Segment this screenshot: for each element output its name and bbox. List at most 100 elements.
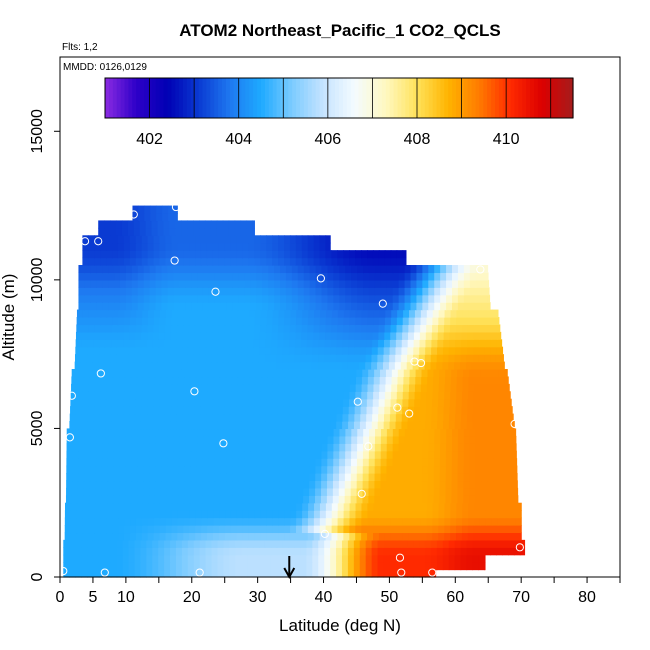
heatmap-cell (484, 413, 492, 422)
heatmap-cell (485, 525, 493, 534)
heatmap-cell (193, 361, 200, 370)
heatmap-cell (452, 435, 459, 444)
heatmap-cell (348, 406, 356, 415)
heatmap-cell (188, 406, 196, 415)
x-tick-label: 5 (88, 589, 97, 606)
heatmap-cell (147, 324, 154, 333)
heatmap-cell (142, 502, 149, 511)
heatmap-cell (509, 502, 517, 511)
heatmap-cell (249, 487, 257, 496)
heatmap-cell (149, 272, 157, 281)
heatmap-cell (331, 398, 338, 407)
heatmap-cell (420, 517, 428, 526)
heatmap-cell (301, 317, 309, 326)
colorbar-swatch (350, 78, 356, 118)
heatmap-cell (171, 235, 178, 244)
heatmap-cell (336, 339, 344, 348)
heatmap-cell (90, 265, 97, 274)
colorbar-swatch (413, 78, 418, 118)
heatmap-cell (119, 265, 127, 274)
heatmap-cell (219, 517, 226, 526)
heatmap-cell (89, 369, 97, 378)
heatmap-cell (158, 354, 165, 363)
heatmap-cell (173, 458, 180, 467)
heatmap-cell (214, 265, 222, 274)
heatmap-cell (331, 309, 339, 318)
heatmap-cell (66, 443, 74, 452)
heatmap-cell (111, 339, 118, 348)
heatmap-cell (147, 250, 155, 259)
heatmap-cell (439, 495, 447, 504)
heatmap-cell (125, 450, 133, 459)
heatmap-cell (149, 450, 157, 459)
heatmap-cell (295, 406, 302, 415)
heatmap-cell (437, 346, 444, 355)
heatmap-cell (398, 435, 406, 444)
heatmap-cell (434, 428, 441, 437)
heatmap-cell (456, 376, 464, 385)
heatmap-cell (142, 383, 149, 392)
heatmap-cell (117, 413, 124, 422)
heatmap-cell (260, 235, 267, 244)
heatmap-cell (226, 265, 234, 274)
heatmap-cell (112, 532, 119, 541)
heatmap-cell (147, 391, 155, 400)
heatmap-cell (442, 361, 449, 370)
heatmap-cell (214, 272, 222, 281)
heatmap-cell (100, 398, 107, 407)
heatmap-cell (398, 450, 406, 459)
heatmap-cell (242, 525, 250, 534)
heatmap-cell (272, 309, 280, 318)
heatmap-cell (294, 539, 302, 548)
heatmap-cell (491, 331, 498, 340)
heatmap-cell (402, 517, 410, 526)
heatmap-cell (208, 495, 215, 504)
heatmap-cell (144, 205, 151, 214)
heatmap-cell (386, 428, 394, 437)
heatmap-cell (472, 346, 480, 355)
heatmap-cell (266, 324, 273, 333)
heatmap-cell (142, 369, 150, 378)
heatmap-cell (414, 383, 422, 392)
heatmap-cell (285, 265, 293, 274)
heatmap-cell (339, 302, 346, 311)
heatmap-cell (303, 473, 310, 482)
heatmap-cell (250, 272, 257, 281)
heatmap-cell (220, 465, 227, 474)
heatmap-cell (262, 450, 269, 459)
heatmap-cell (396, 257, 404, 266)
heatmap-cell (195, 242, 202, 251)
heatmap-cell (130, 510, 137, 519)
heatmap-cell (141, 398, 149, 407)
heatmap-cell (122, 421, 130, 430)
heatmap-cell (84, 272, 91, 281)
heatmap-cell (374, 279, 382, 288)
heatmap-cell (355, 532, 362, 541)
heatmap-cell (303, 435, 311, 444)
heatmap-cell (75, 331, 83, 340)
heatmap-cell (419, 346, 426, 355)
heatmap-cell (463, 450, 471, 459)
heatmap-cell (217, 421, 225, 430)
heatmap-cell (136, 510, 143, 519)
heatmap-cell (212, 525, 220, 534)
heatmap-cell (95, 473, 103, 482)
heatmap-cell (503, 391, 511, 400)
heatmap-cell (66, 465, 73, 474)
heatmap-cell (82, 309, 90, 318)
heatmap-cell (462, 383, 469, 392)
heatmap-cell (321, 302, 329, 311)
heatmap-cell (452, 287, 459, 296)
colorbar-swatch (264, 78, 270, 118)
heatmap-cell (242, 257, 250, 266)
heatmap-cell (268, 428, 275, 437)
heatmap-cell (433, 376, 440, 385)
heatmap-cell (250, 428, 258, 437)
heatmap-cell (276, 547, 284, 556)
heatmap-cell (333, 473, 340, 482)
heatmap-cell (200, 235, 208, 244)
flights-label: Flts: 1,2 (62, 42, 98, 53)
heatmap-cell (296, 317, 303, 326)
heatmap-cell (183, 324, 190, 333)
heatmap-cell (278, 257, 285, 266)
